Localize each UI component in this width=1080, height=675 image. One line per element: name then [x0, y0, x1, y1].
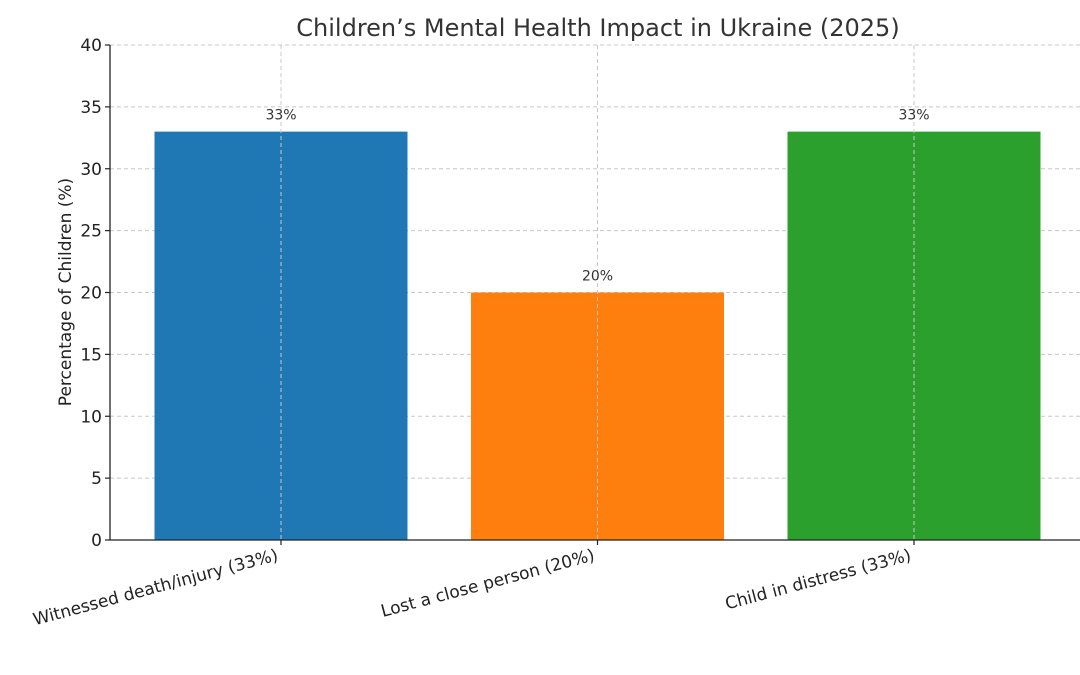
bar-value-label: 33% [898, 108, 929, 124]
chart-title: Children’s Mental Health Impact in Ukrai… [296, 14, 899, 42]
bar-value-label: 33% [265, 108, 296, 124]
vertical-gridlines [280, 45, 915, 540]
y-tick-label: 35 [80, 98, 102, 118]
axes [105, 44, 1080, 545]
y-tick-label: 30 [80, 160, 102, 180]
x-tick-label: Child in distress (33%) [723, 546, 913, 615]
bar-value-label: 20% [582, 269, 613, 285]
y-tick-label: 5 [91, 469, 102, 489]
y-tick-label: 0 [91, 531, 102, 551]
y-tick-label: 20 [80, 284, 102, 304]
x-tick-label: Lost a close person (20%) [379, 546, 597, 622]
x-tick-label: Witnessed death/injury (33%) [31, 546, 280, 631]
y-tick-label: 40 [80, 36, 102, 56]
y-tick-label: 15 [80, 345, 102, 365]
y-tick-label: 25 [80, 222, 102, 242]
y-axis-title: Percentage of Children (%) [56, 178, 76, 406]
y-tick-label: 10 [80, 407, 102, 427]
